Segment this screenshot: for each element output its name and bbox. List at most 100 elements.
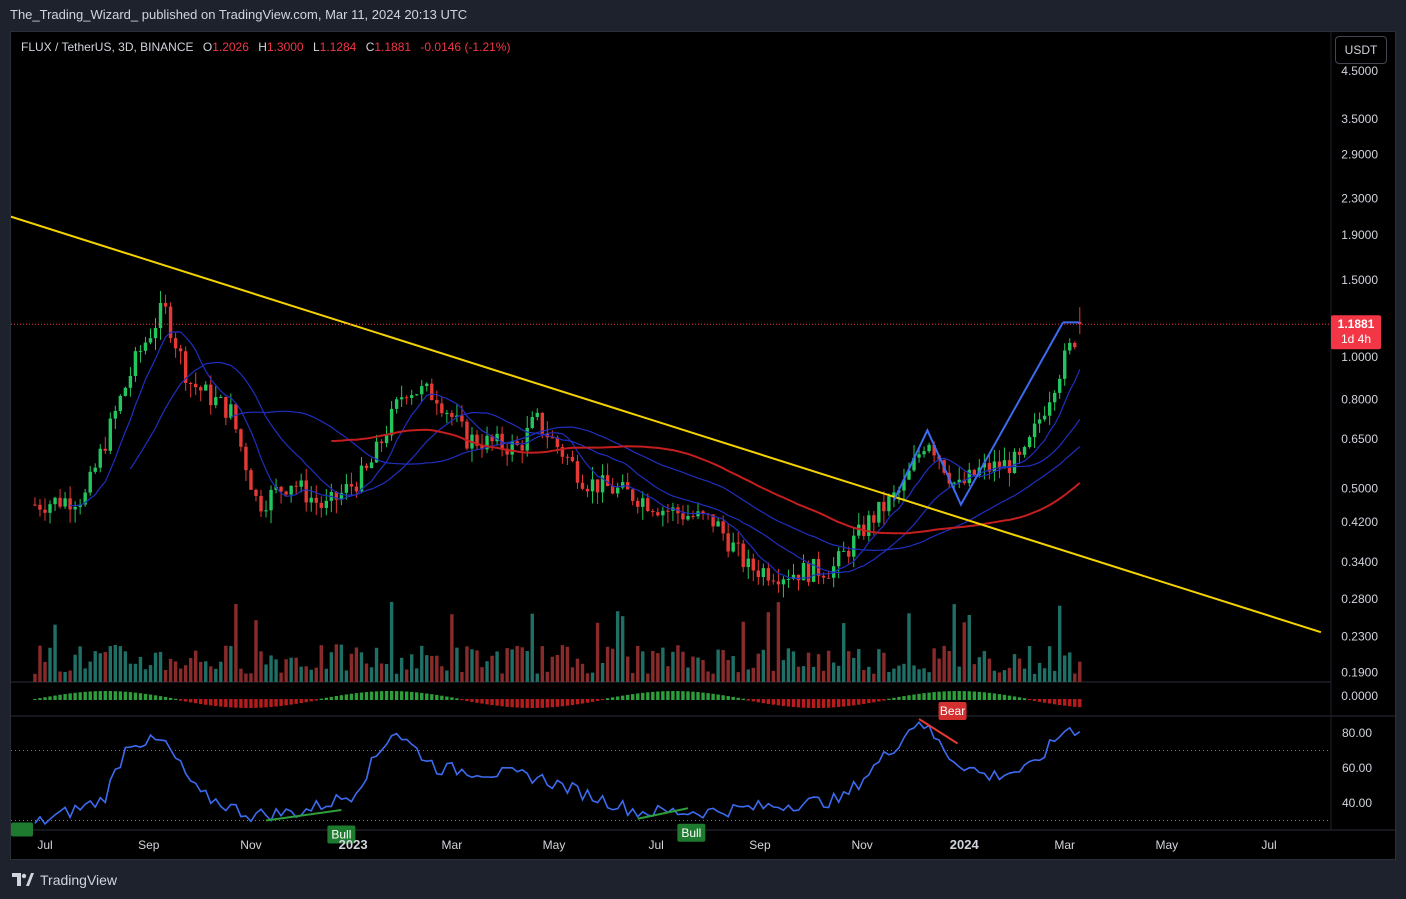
candle-body xyxy=(852,535,856,557)
candle-body xyxy=(766,568,771,581)
candle-body xyxy=(967,469,971,484)
price-tick-label: 0.4200 xyxy=(1341,515,1378,529)
histogram-bar xyxy=(676,691,680,700)
volume-bar xyxy=(88,661,92,682)
volume-bar xyxy=(786,648,791,682)
volume-bar xyxy=(430,655,434,682)
volume-bar xyxy=(269,655,273,682)
candle-body xyxy=(711,514,715,527)
volume-bar xyxy=(68,670,72,682)
volume-bar xyxy=(470,649,474,682)
candle-body xyxy=(53,497,57,505)
candle-body xyxy=(1063,350,1067,379)
volume-bar xyxy=(415,668,419,682)
histogram-bar xyxy=(465,699,469,702)
volume-bar xyxy=(857,649,861,682)
volume-bar xyxy=(761,649,766,682)
histogram-bar xyxy=(1037,699,1042,702)
candle-body xyxy=(349,484,354,487)
candle-body xyxy=(726,533,730,552)
volume-bar xyxy=(726,660,730,682)
candle-body xyxy=(1057,378,1062,393)
candle-body xyxy=(857,524,861,536)
volume-bar xyxy=(676,645,680,682)
volume-bar xyxy=(505,648,509,682)
histogram-bar xyxy=(741,698,745,700)
histogram-bar xyxy=(123,691,128,700)
candle-body xyxy=(359,465,364,492)
volume-bar xyxy=(771,670,776,682)
candle-body xyxy=(892,492,896,497)
volume-bar xyxy=(932,648,936,682)
candle-body xyxy=(399,397,404,400)
histogram-bar xyxy=(324,697,329,700)
time-tick-label: Nov xyxy=(240,838,261,852)
histogram-bar xyxy=(826,699,831,708)
histogram-bar xyxy=(731,696,735,700)
chart-frame[interactable]: Bull Bull Bear 4.5000 3.5000 2.9000 2.3000 1.9… xyxy=(10,31,1396,860)
candle-body xyxy=(354,486,359,492)
candle-body xyxy=(585,488,590,492)
volume-bar xyxy=(992,670,997,682)
candle-body xyxy=(620,482,625,488)
candle-body xyxy=(721,521,725,534)
histogram-bar xyxy=(173,698,178,700)
volume-bar xyxy=(631,673,635,682)
tradingview-logo-icon xyxy=(12,873,34,886)
histogram-bar xyxy=(73,692,77,700)
histogram-bar xyxy=(847,699,851,707)
tradingview-brand[interactable]: TradingView xyxy=(12,872,117,888)
candle-body xyxy=(214,397,218,406)
volume-bar xyxy=(811,666,816,682)
histogram-bar xyxy=(128,692,133,700)
volume-bar xyxy=(188,657,193,682)
candle-body xyxy=(259,495,263,512)
rsi-tick-label: 80.00 xyxy=(1342,726,1372,740)
candle-body xyxy=(1012,451,1017,474)
candle-body xyxy=(229,404,233,418)
price-tick-label: 2.9000 xyxy=(1341,148,1378,162)
volume-bar xyxy=(219,661,223,682)
volume-bar xyxy=(902,663,906,682)
histogram-bar xyxy=(354,693,359,700)
histogram-bar xyxy=(404,691,409,700)
currency-button[interactable]: USDT xyxy=(1335,36,1387,64)
volume-bar xyxy=(957,666,961,682)
rsi-signal-badge-edge xyxy=(11,822,33,837)
candle-body xyxy=(304,480,308,503)
histogram-bar xyxy=(254,699,258,708)
volume-bar xyxy=(590,672,595,682)
histogram-bar xyxy=(595,699,600,701)
open-label: O xyxy=(202,40,213,54)
price-badge xyxy=(1331,315,1381,350)
candle-body xyxy=(982,462,987,468)
histogram-bar xyxy=(63,694,67,700)
volume-bar xyxy=(369,667,374,682)
histogram-bar xyxy=(379,691,384,700)
candle-body xyxy=(641,498,645,507)
histogram-bar xyxy=(510,699,514,708)
ma-blue-fast xyxy=(70,331,1081,580)
volume-bar xyxy=(987,658,992,682)
histogram-bar xyxy=(83,691,87,700)
volume-bar xyxy=(681,651,685,682)
candle-body xyxy=(113,410,118,419)
candle-body xyxy=(183,351,188,383)
histogram-bar xyxy=(1022,698,1027,700)
volume-bar xyxy=(721,649,725,682)
histogram-bar xyxy=(480,699,484,704)
candle-body xyxy=(987,462,992,472)
zigzag-pattern xyxy=(892,321,1064,507)
chart-canvas[interactable]: Bull Bull Bear 4.5000 3.5000 2.9000 2.3000 1.9… xyxy=(11,32,1395,859)
histogram-bar xyxy=(455,698,459,700)
volume-bar xyxy=(841,623,846,682)
candle-body xyxy=(841,550,846,552)
histogram-bar xyxy=(575,699,580,705)
volume-bar xyxy=(389,601,394,682)
histogram-bar xyxy=(88,691,92,700)
candle-body xyxy=(98,448,102,468)
volume-bar xyxy=(460,671,464,682)
volume-bar xyxy=(98,653,102,682)
volume-bar xyxy=(445,670,449,682)
volume-bar xyxy=(751,667,755,682)
